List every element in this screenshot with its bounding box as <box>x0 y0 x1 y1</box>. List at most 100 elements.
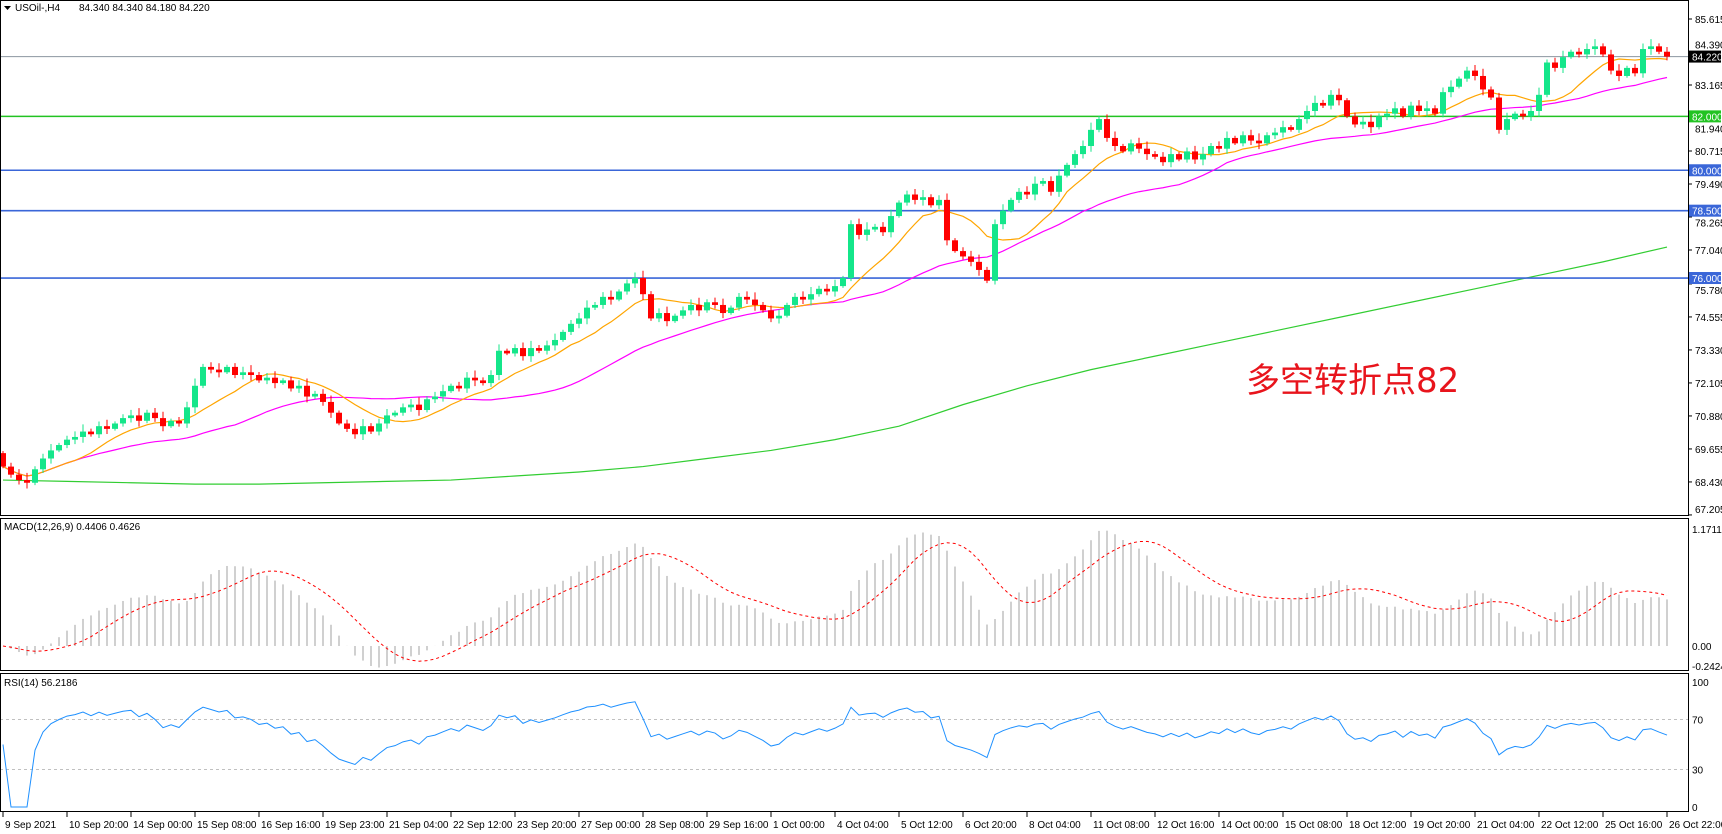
candle[interactable] <box>872 223 878 232</box>
candle[interactable] <box>736 293 742 311</box>
candle[interactable] <box>1304 105 1310 124</box>
candle[interactable] <box>416 397 422 416</box>
candle[interactable] <box>1176 151 1182 162</box>
candle[interactable] <box>936 195 942 210</box>
candle[interactable] <box>1160 152 1166 166</box>
candle[interactable] <box>920 189 926 206</box>
candle[interactable] <box>856 218 862 240</box>
candle[interactable] <box>136 408 142 427</box>
candle[interactable] <box>552 333 558 351</box>
candle[interactable] <box>1616 64 1622 82</box>
candle[interactable] <box>840 275 846 288</box>
candle[interactable] <box>1600 43 1606 57</box>
candle[interactable] <box>576 312 582 329</box>
candle[interactable] <box>320 389 326 406</box>
candle[interactable] <box>880 222 886 236</box>
candle[interactable] <box>120 414 126 427</box>
candle[interactable] <box>680 306 686 319</box>
candle[interactable] <box>176 416 182 427</box>
candle[interactable] <box>1408 101 1414 120</box>
candle[interactable] <box>88 428 94 437</box>
candle[interactable] <box>960 247 966 260</box>
candle[interactable] <box>1080 140 1086 159</box>
candle[interactable] <box>608 290 614 305</box>
candle[interactable] <box>328 395 334 418</box>
candle[interactable] <box>1024 186 1030 199</box>
rsi-pane[interactable] <box>0 701 1688 808</box>
candle[interactable] <box>1208 143 1214 157</box>
candle[interactable] <box>104 419 110 434</box>
candle[interactable] <box>1328 90 1334 110</box>
candle[interactable] <box>1400 106 1406 119</box>
candle[interactable] <box>64 435 70 449</box>
candle[interactable] <box>1064 162 1070 178</box>
candle[interactable] <box>1104 114 1110 142</box>
candle[interactable] <box>752 292 758 311</box>
candle[interactable] <box>200 363 206 389</box>
candle[interactable] <box>1584 43 1590 59</box>
candle[interactable] <box>568 319 574 335</box>
candle[interactable] <box>1344 98 1350 119</box>
candle[interactable] <box>824 284 830 296</box>
candle[interactable] <box>376 418 382 436</box>
candle[interactable] <box>280 378 286 385</box>
candle[interactable] <box>1192 145 1198 164</box>
candle[interactable] <box>584 300 590 325</box>
candle[interactable] <box>1648 39 1654 55</box>
candle[interactable] <box>32 466 38 486</box>
candle[interactable] <box>792 293 798 309</box>
candle[interactable] <box>1288 125 1294 132</box>
candle[interactable] <box>1256 133 1262 150</box>
candle[interactable] <box>1472 65 1478 81</box>
candle[interactable] <box>1640 43 1646 78</box>
candle[interactable] <box>464 372 470 393</box>
candle[interactable] <box>256 371 262 383</box>
candle[interactable] <box>496 344 502 381</box>
candle[interactable] <box>616 289 622 302</box>
candle[interactable] <box>1168 147 1174 168</box>
candle[interactable] <box>352 423 358 439</box>
candle[interactable] <box>928 194 934 208</box>
candle[interactable] <box>504 348 510 356</box>
dropdown-triangle-icon[interactable] <box>4 6 11 10</box>
candle[interactable] <box>40 453 46 474</box>
candle[interactable] <box>8 462 14 478</box>
candle[interactable] <box>1048 176 1054 196</box>
candle[interactable] <box>1536 87 1542 117</box>
candle[interactable] <box>544 340 550 355</box>
candle[interactable] <box>1432 105 1438 117</box>
candle[interactable] <box>160 411 166 432</box>
candle[interactable] <box>1296 115 1302 133</box>
candle[interactable] <box>1088 122 1094 152</box>
candle[interactable] <box>1008 197 1014 213</box>
candle[interactable] <box>1576 47 1582 58</box>
candle[interactable] <box>288 376 294 392</box>
candle[interactable] <box>400 403 406 416</box>
candle[interactable] <box>344 419 350 432</box>
candle[interactable] <box>1624 65 1630 78</box>
candle[interactable] <box>656 308 662 323</box>
candle[interactable] <box>384 409 390 429</box>
candle[interactable] <box>1320 99 1326 109</box>
candle[interactable] <box>1000 204 1006 230</box>
candle[interactable] <box>144 409 150 424</box>
candle[interactable] <box>424 396 430 413</box>
candle[interactable] <box>672 313 678 323</box>
candle[interactable] <box>440 384 446 402</box>
candle[interactable] <box>232 363 238 379</box>
candle[interactable] <box>72 431 78 445</box>
candle[interactable] <box>1128 139 1134 155</box>
candle[interactable] <box>80 424 86 443</box>
price-pane[interactable] <box>0 39 1688 489</box>
macd-pane[interactable] <box>2 530 1668 668</box>
candle[interactable] <box>152 408 158 422</box>
candle[interactable] <box>488 370 494 387</box>
candle[interactable] <box>1032 176 1038 201</box>
candle[interactable] <box>192 378 198 414</box>
candle[interactable] <box>1096 116 1102 133</box>
candle[interactable] <box>296 380 302 393</box>
candle[interactable] <box>0 450 6 469</box>
candle[interactable] <box>888 209 894 238</box>
candle[interactable] <box>312 390 318 399</box>
candle[interactable] <box>816 285 822 297</box>
